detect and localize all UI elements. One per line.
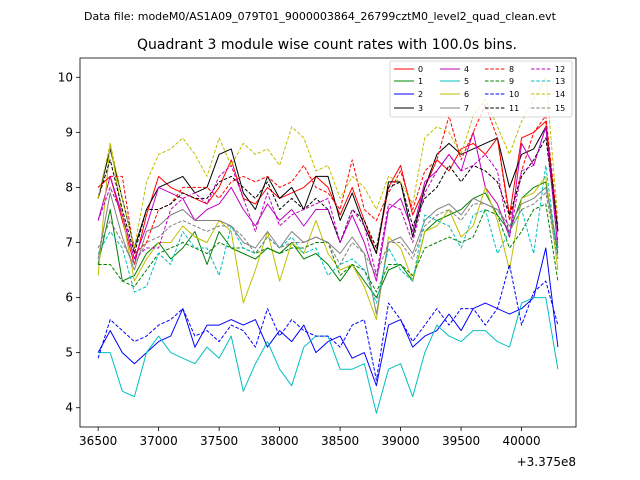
legend-label-0: 0 [418,65,423,74]
x-tick-label: 37000 [140,434,178,448]
x-tick-label: 39500 [442,434,480,448]
series-line-0 [97,120,559,265]
series-line-10 [97,264,559,381]
legend-label-2: 2 [418,90,423,99]
series-line-3 [97,126,559,254]
y-tick-label: 5 [65,346,73,360]
legend-label-4: 4 [464,65,469,74]
legend-label-3: 3 [418,104,423,113]
plot-frame [79,57,577,428]
y-tick-label: 8 [65,180,73,194]
legend-label-8: 8 [509,65,514,74]
y-tick-label: 10 [58,70,73,84]
legend-label-5: 5 [464,77,469,86]
series-line-13 [97,164,559,304]
legend-label-9: 9 [509,77,514,86]
x-offset-label: +3.375e8 [517,455,576,469]
y-tick-label: 4 [65,401,73,415]
legend-label-10: 10 [509,90,519,99]
legend-label-1: 1 [418,77,423,86]
series-line-2 [97,247,559,387]
figure-suptitle: Data file: modeM0/AS1A09_079T01_90000038… [84,10,557,23]
legend-label-11: 11 [509,104,519,113]
chart-title: Quadrant 3 module wise count rates with … [137,37,517,53]
legend-label-15: 15 [555,104,565,113]
series-line-1 [97,181,559,299]
x-tick-label: 38000 [261,434,299,448]
legend-label-6: 6 [464,90,469,99]
y-tick-label: 6 [65,291,73,305]
x-tick-label: 36500 [79,434,117,448]
legend-label-7: 7 [464,104,469,113]
legend-label-12: 12 [555,65,565,74]
y-tick-label: 7 [65,236,73,250]
series-line-12 [97,126,559,276]
y-tick-label: 9 [65,125,73,139]
legend-label-14: 14 [555,90,565,99]
x-tick-label: 39000 [381,434,419,448]
x-tick-label: 38500 [321,434,359,448]
series-line-6 [97,142,559,321]
legend-frame [389,60,573,118]
legend-label-13: 13 [555,77,565,86]
x-tick-label: 40000 [502,434,540,448]
series-line-15 [97,192,559,276]
series-line-11 [97,137,559,254]
x-tick-label: 37500 [200,434,238,448]
